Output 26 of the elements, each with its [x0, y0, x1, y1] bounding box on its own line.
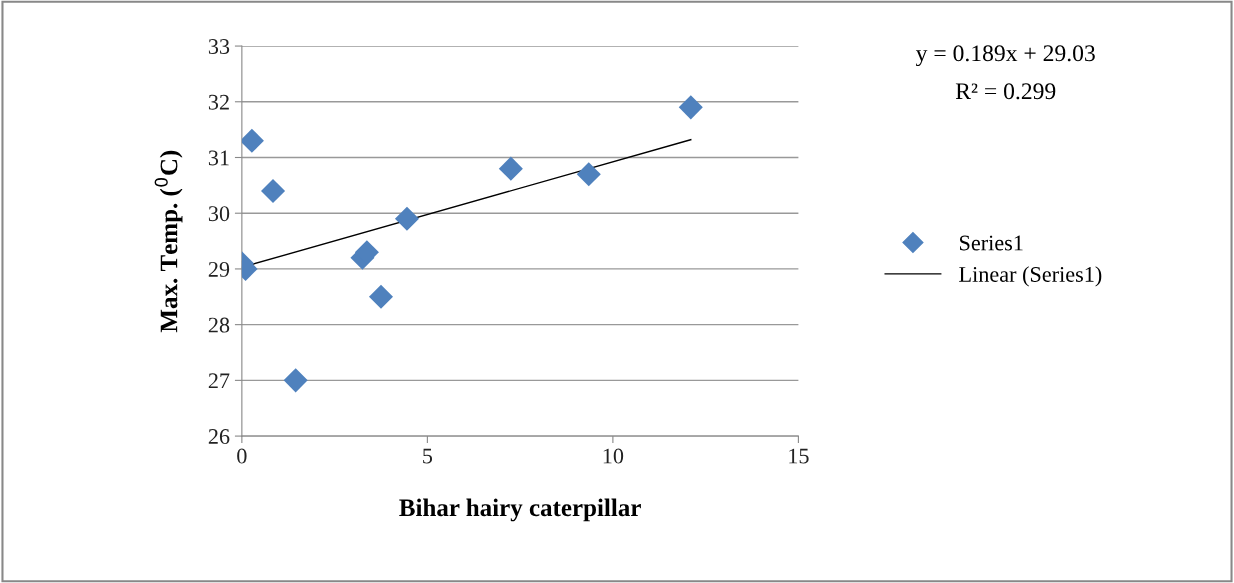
text: R² = 0.299 — [955, 83, 1056, 100]
point — [394, 206, 419, 231]
x-tick-label: 10 — [603, 448, 624, 464]
x-tick-label: 15 — [789, 448, 809, 464]
y-tick-label: 32 — [208, 94, 229, 110]
y-tick-label: 31 — [208, 150, 229, 166]
legend-label: Series1 — [960, 235, 1023, 251]
x-axis-title: Bihar hairy caterpillar — [399, 498, 641, 522]
point — [283, 368, 308, 393]
point — [261, 178, 286, 203]
x-tick-label: 5 — [423, 448, 433, 464]
y-tick-label: 33 — [208, 39, 230, 54]
y-tick-label: 26 — [208, 429, 230, 445]
y-tick-label: 30 — [208, 206, 230, 222]
y-tick-label: 27 — [208, 373, 230, 389]
y-tick-label: 29 — [208, 261, 230, 277]
point — [368, 284, 394, 309]
point — [498, 156, 523, 181]
text: y = 0.189x + 29.03 — [915, 45, 1095, 67]
point — [241, 128, 264, 153]
legend-label: Linear (Series1) — [959, 266, 1102, 287]
point — [576, 162, 601, 187]
y-axis-title: Max. Temp. ($^{0}$C) — [154, 150, 183, 333]
y-tick-label: 28 — [208, 317, 230, 333]
x-tick-label: 0 — [237, 448, 247, 464]
point — [678, 95, 703, 120]
